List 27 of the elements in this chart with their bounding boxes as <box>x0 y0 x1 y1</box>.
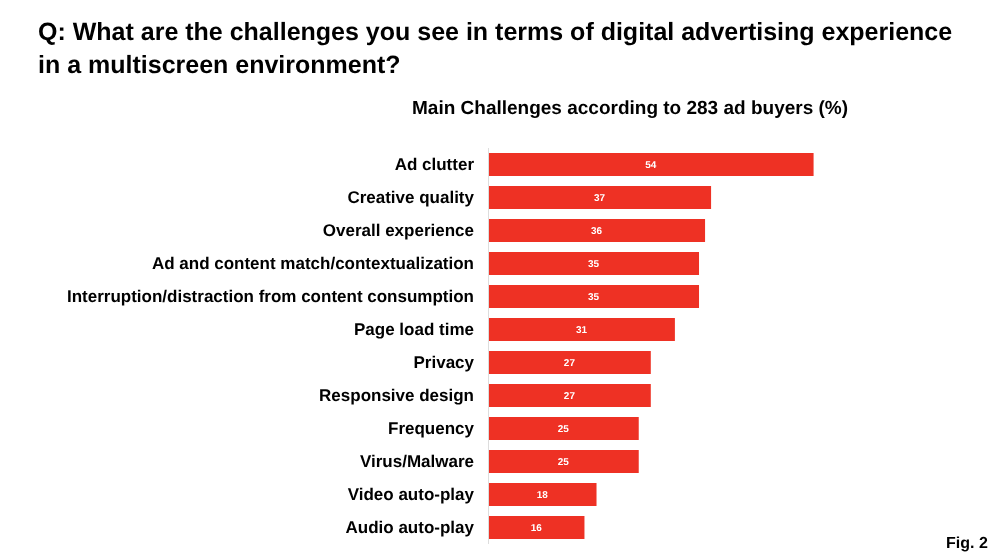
bar <box>488 218 706 243</box>
y-tick-label: Privacy <box>413 352 475 373</box>
bar <box>488 284 700 309</box>
bar <box>488 383 651 408</box>
chart-title: Q: What are the challenges you see in terms of digital advertising experience in a multiscreen environment? <box>38 18 953 79</box>
y-tick-label: Responsive design <box>319 385 474 406</box>
y-tick-label: Audio auto-play <box>345 517 475 538</box>
caption: Fig. 2 <box>946 534 989 552</box>
chart-subtitle: Main Challenges according to 283 ad buyers (%) <box>412 98 849 120</box>
y-tick-label: Frequency <box>388 418 475 439</box>
bar <box>488 317 675 342</box>
bar <box>488 416 639 441</box>
bar <box>488 515 585 540</box>
bar <box>488 185 712 210</box>
y-tick-label: Overall experience <box>322 220 475 241</box>
y-tick-label: Creative quality <box>347 187 475 208</box>
bar <box>488 449 639 474</box>
bar <box>488 152 814 177</box>
y-tick-label: Page load time <box>354 319 475 340</box>
y-tick-label: Video auto-play <box>347 484 475 505</box>
bar <box>488 482 597 507</box>
y-tick-label: Virus/Malware <box>359 451 475 472</box>
y-tick-label: Interruption/distraction from content consumption <box>66 286 474 307</box>
bar <box>488 350 651 375</box>
y-tick-label: Ad and content match/contextualization <box>151 253 474 274</box>
y-tick-label: Ad clutter <box>394 154 476 175</box>
bar <box>488 251 700 276</box>
